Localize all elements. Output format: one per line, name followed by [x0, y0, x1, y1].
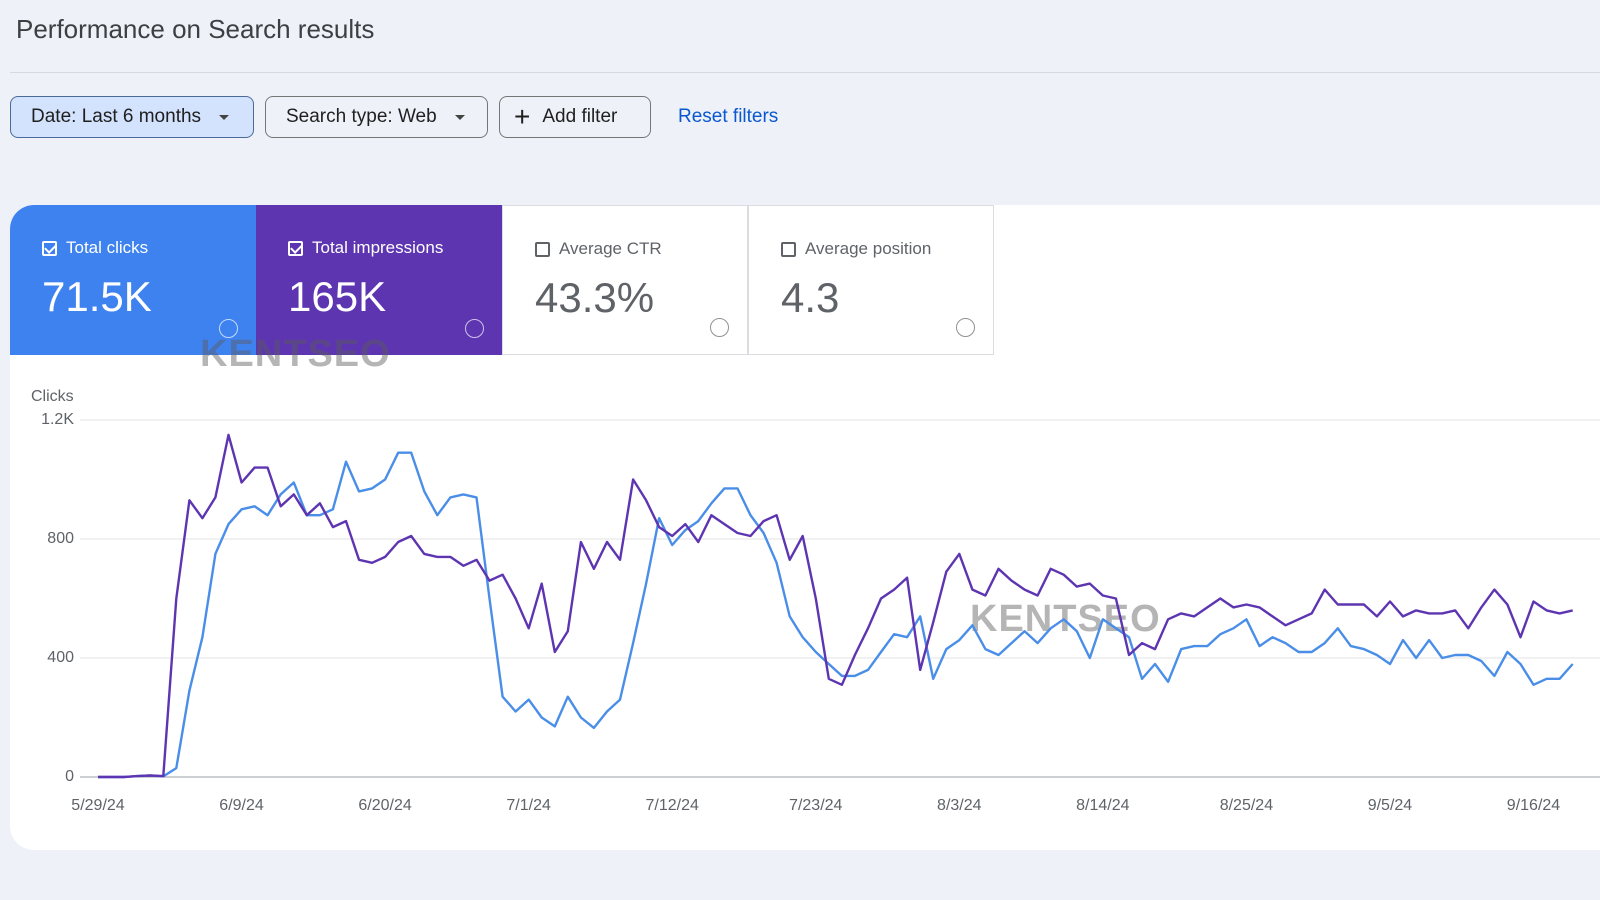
series-line — [98, 451, 1574, 779]
x-tick-label: 5/29/24 — [71, 797, 124, 814]
checkbox — [288, 240, 303, 256]
x-tick-label: 9/5/24 — [1368, 797, 1413, 814]
metric-label-row: Average CTR — [535, 239, 662, 259]
caret — [219, 114, 230, 120]
y-tick-label: 0 — [65, 768, 74, 785]
metric-label: Total impressions — [312, 238, 444, 257]
add-filter-label: Add filter — [542, 106, 618, 127]
metric-card[interactable]: Total clicks 71.5K — [10, 205, 256, 355]
x-tick-label: 8/25/24 — [1220, 797, 1273, 814]
x-tick-label: 8/3/24 — [937, 797, 982, 814]
y-tick-label: 400 — [47, 649, 74, 666]
metric-value: 165K — [288, 273, 387, 320]
metric-value: 4.3 — [781, 274, 840, 321]
metric-card[interactable]: Average position 4.3 — [748, 205, 994, 355]
x-tick-label: 6/9/24 — [219, 797, 264, 814]
metric-card[interactable]: Average CTR 43.3% — [502, 205, 748, 355]
help-icon — [956, 318, 975, 337]
performance-panel: Total clicks 71.5K Total impressions 165K Av… — [10, 205, 1600, 850]
search-type-filter[interactable]: Search type: Web — [265, 96, 488, 138]
date-filter[interactable]: Date: Last 6 months — [10, 96, 254, 138]
caret — [454, 114, 465, 120]
metric-value: 43.3% — [535, 274, 655, 321]
metric-label: Total clicks — [66, 238, 149, 257]
metric-label: Average position — [805, 239, 932, 258]
divider — [10, 72, 1600, 73]
plot — [98, 433, 1574, 779]
x-tick-label: 6/20/24 — [358, 797, 411, 814]
reset-filters[interactable]: Reset filters — [678, 106, 779, 127]
x-tick-label: 9/16/24 — [1507, 797, 1560, 814]
plus-icon: + — [514, 101, 531, 132]
help-icon — [710, 318, 729, 337]
watermark: KENTSEO — [200, 333, 391, 375]
search-type-label: Search type: Web — [286, 106, 437, 127]
x-tick-label: 7/1/24 — [506, 797, 551, 814]
add-filter[interactable]: + Add filter — [499, 96, 651, 138]
help-icon — [465, 319, 484, 338]
series-line — [98, 433, 1573, 779]
metric-label-row: Average position — [781, 239, 931, 259]
metric-card[interactable]: Total impressions 165K — [256, 205, 502, 355]
x-tick-label: 7/23/24 — [789, 797, 842, 814]
date-filter-label: Date: Last 6 months — [31, 106, 202, 127]
checkbox — [42, 240, 57, 256]
x-tick-label: 7/12/24 — [646, 797, 699, 814]
help-icon — [219, 319, 238, 338]
checkbox — [535, 241, 550, 257]
metric-label: Average CTR — [559, 239, 662, 258]
metric-label-row: Total clicks — [42, 238, 148, 258]
y-axis-title: Clicks — [31, 388, 74, 405]
page-title: Performance on Search results — [16, 14, 375, 44]
checkbox — [781, 241, 796, 257]
metric-label-row: Total impressions — [288, 238, 443, 258]
x-tick-label: 8/14/24 — [1076, 797, 1129, 814]
y-tick-label: 800 — [47, 530, 74, 547]
metric-value: 71.5K — [42, 273, 152, 320]
y-tick-label: 1.2K — [41, 411, 74, 428]
